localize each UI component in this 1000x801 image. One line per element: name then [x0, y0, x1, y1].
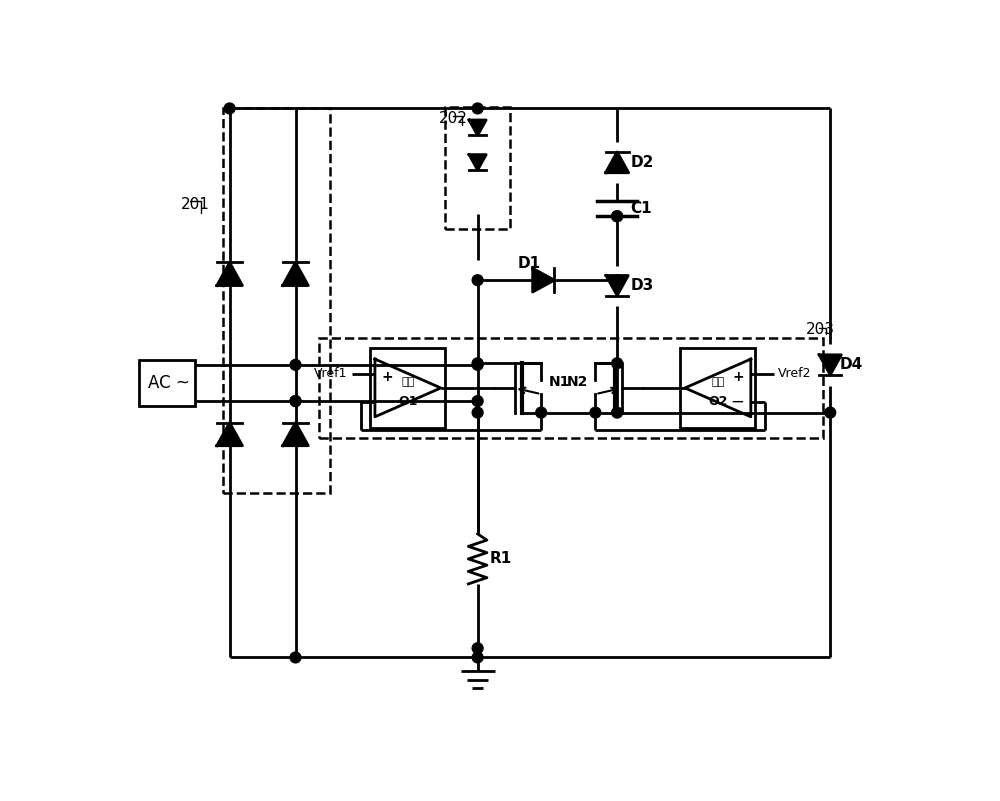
- Circle shape: [612, 211, 623, 222]
- Circle shape: [290, 652, 301, 663]
- Text: 运放: 运放: [711, 376, 724, 387]
- Polygon shape: [283, 263, 308, 285]
- Circle shape: [472, 103, 483, 114]
- Text: N1: N1: [549, 375, 570, 388]
- Circle shape: [825, 407, 836, 418]
- Circle shape: [612, 211, 623, 222]
- Circle shape: [612, 407, 623, 418]
- Text: −: −: [381, 392, 395, 411]
- Circle shape: [472, 407, 483, 418]
- Circle shape: [536, 407, 547, 418]
- Text: AC ~: AC ~: [148, 374, 190, 392]
- Text: +: +: [733, 370, 745, 384]
- Text: N2: N2: [566, 375, 588, 388]
- Circle shape: [472, 275, 483, 285]
- Polygon shape: [469, 155, 486, 170]
- Circle shape: [290, 360, 301, 370]
- Text: +: +: [381, 370, 393, 384]
- Text: Vref2: Vref2: [778, 367, 811, 380]
- Text: R1: R1: [490, 551, 512, 566]
- Polygon shape: [283, 423, 308, 445]
- Polygon shape: [606, 152, 629, 173]
- Polygon shape: [819, 355, 841, 375]
- Polygon shape: [217, 263, 242, 285]
- Polygon shape: [469, 120, 486, 135]
- Text: 203: 203: [805, 322, 834, 337]
- Text: O2: O2: [708, 396, 728, 409]
- Circle shape: [472, 643, 483, 654]
- Circle shape: [590, 407, 601, 418]
- Circle shape: [612, 275, 623, 285]
- Text: O1: O1: [398, 396, 418, 409]
- Text: 202: 202: [439, 111, 468, 126]
- Polygon shape: [606, 276, 628, 296]
- Circle shape: [224, 103, 235, 114]
- Text: D2: D2: [630, 155, 654, 170]
- Text: 201: 201: [181, 197, 210, 212]
- Circle shape: [472, 652, 483, 663]
- Circle shape: [472, 360, 483, 370]
- Circle shape: [612, 358, 623, 368]
- Polygon shape: [217, 423, 242, 445]
- Text: 运放: 运放: [401, 376, 415, 387]
- Circle shape: [290, 396, 301, 406]
- Text: Vref1: Vref1: [314, 367, 348, 380]
- Text: D3: D3: [630, 278, 654, 293]
- Text: −: −: [731, 392, 745, 411]
- Text: C1: C1: [630, 201, 652, 216]
- Polygon shape: [533, 268, 554, 292]
- Circle shape: [290, 396, 301, 406]
- Circle shape: [472, 396, 483, 406]
- Circle shape: [472, 358, 483, 368]
- Text: D1: D1: [518, 256, 541, 271]
- Text: D4: D4: [840, 357, 863, 372]
